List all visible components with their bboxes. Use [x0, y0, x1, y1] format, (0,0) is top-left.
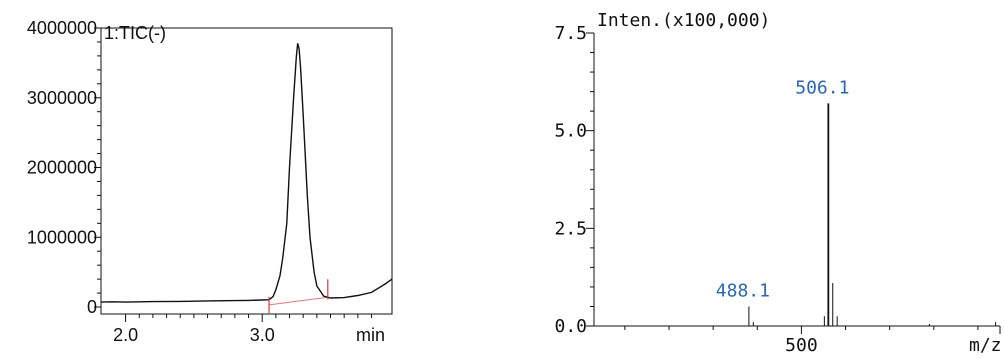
ms-peak-label: 506.1 [795, 77, 849, 98]
tic-y-tick-label: 2000000 [27, 158, 97, 178]
tic-x-tick-label: 2.0 [113, 325, 138, 345]
mass-spectrum-chart: Inten.(x100,000) m/z 0.02.55.07.5500550 … [554, 10, 1002, 356]
ms-y-tick-label: 0.0 [554, 316, 587, 337]
tic-y-tick-label: 0 [87, 297, 97, 317]
ms-ticks: 0.02.55.07.5500550 [554, 23, 1001, 356]
ms-y-tick-label: 2.5 [554, 218, 587, 239]
ms-x-axis-label: m/z [969, 335, 1002, 356]
ms-y-tick-label: 5.0 [554, 121, 587, 142]
ms-peak-label: 488.1 [716, 280, 770, 301]
tic-x-axis-label: min [356, 325, 385, 345]
ms-peaks: 488.1 506.1 [716, 77, 997, 326]
ms-x-tick-label: 500 [785, 335, 818, 356]
tic-chart: 1:TIC(-) min 0 1000000 2000000 3000000 40000… [27, 18, 393, 345]
tic-title: 1:TIC(-) [104, 23, 166, 43]
tic-plot-frame [100, 27, 393, 315]
tic-baseline [268, 296, 328, 306]
tic-y-tick-label: 3000000 [27, 88, 97, 108]
ms-y-tick-label: 7.5 [554, 23, 587, 44]
ms-title: Inten.(x100,000) [597, 10, 770, 31]
tic-markers [268, 279, 329, 313]
tic-ticks: 0 1000000 2000000 3000000 4000000 2.0 3.0 [27, 18, 373, 345]
tic-chromatogram-line [100, 43, 393, 303]
tic-y-tick-label: 1000000 [27, 227, 97, 247]
tic-y-tick-label: 4000000 [27, 18, 97, 38]
tic-x-tick-label: 3.0 [250, 325, 275, 345]
